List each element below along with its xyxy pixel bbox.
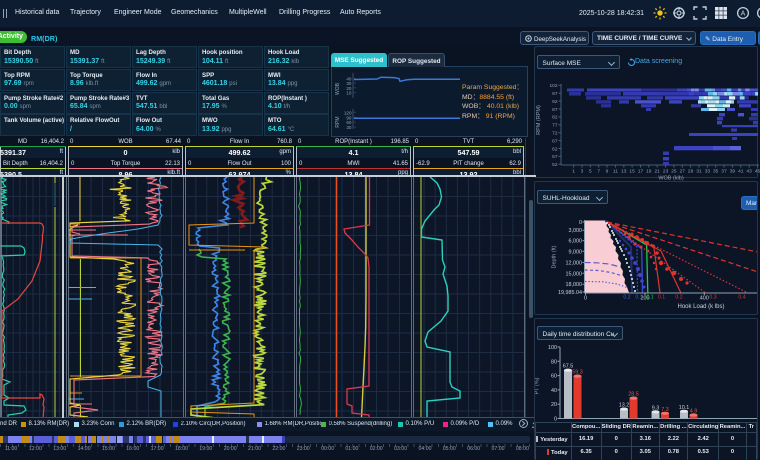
svg-text:0: 0 — [554, 417, 557, 423]
svg-text:23: 23 — [663, 169, 669, 175]
svg-text:9,000: 9,000 — [569, 249, 583, 255]
svg-text:0.: 0. — [757, 295, 758, 301]
svg-text:29: 29 — [688, 169, 694, 175]
svg-text:1: 1 — [572, 169, 575, 175]
svg-text:WOB (klb): WOB (klb) — [658, 176, 684, 182]
svg-text:5: 5 — [589, 169, 592, 175]
svg-text:RPM: RPM — [335, 116, 341, 127]
svg-text:0.2: 0.2 — [675, 295, 682, 301]
svg-text:31: 31 — [696, 169, 702, 175]
svg-text:7.3: 7.3 — [661, 407, 669, 413]
svg-text:13: 13 — [621, 169, 627, 175]
svg-text:7: 7 — [597, 169, 600, 175]
svg-text:40: 40 — [346, 77, 352, 82]
svg-text:87: 87 — [552, 107, 558, 113]
svg-text:18,000: 18,000 — [566, 282, 583, 288]
svg-text:102: 102 — [549, 83, 557, 89]
svg-text:57: 57 — [552, 154, 558, 160]
svg-text:39: 39 — [730, 169, 736, 175]
svg-text:60: 60 — [346, 120, 352, 125]
svg-text:WOB: WOB — [335, 82, 341, 95]
svg-text:62: 62 — [552, 146, 558, 152]
svg-text:25: 25 — [671, 169, 677, 175]
svg-text:27: 27 — [680, 169, 686, 175]
svg-text:35: 35 — [713, 169, 719, 175]
svg-text:97: 97 — [552, 91, 558, 97]
svg-text:0: 0 — [579, 220, 582, 226]
svg-text:45: 45 — [755, 169, 760, 175]
svg-text:30: 30 — [346, 81, 352, 86]
svg-text:12,000: 12,000 — [566, 261, 583, 267]
svg-text:41: 41 — [738, 169, 744, 175]
svg-text:0.1: 0.1 — [646, 295, 653, 301]
svg-text:52: 52 — [552, 162, 558, 168]
svg-text:30: 30 — [346, 125, 352, 130]
svg-text:17: 17 — [638, 169, 644, 175]
svg-text:10.1: 10.1 — [679, 405, 690, 411]
svg-text:13.2: 13.2 — [619, 403, 630, 409]
svg-text:9.3: 9.3 — [652, 405, 660, 411]
svg-text:92: 92 — [552, 99, 558, 105]
svg-text:0.3: 0.3 — [709, 295, 716, 301]
svg-text:80: 80 — [551, 359, 557, 365]
svg-text:60: 60 — [551, 374, 557, 380]
svg-text:19: 19 — [646, 169, 652, 175]
svg-text:0.1: 0.1 — [635, 295, 642, 301]
svg-text:0.1: 0.1 — [658, 295, 665, 301]
svg-text:4.9: 4.9 — [690, 409, 698, 415]
svg-text:20: 20 — [346, 86, 352, 91]
svg-text:37: 37 — [721, 169, 727, 175]
svg-text:43: 43 — [747, 169, 753, 175]
svg-text:19,985.04: 19,985.04 — [558, 290, 582, 296]
svg-text:72: 72 — [552, 131, 558, 137]
svg-text:0.4: 0.4 — [738, 295, 745, 301]
svg-text:120: 120 — [344, 110, 352, 115]
svg-text:40: 40 — [551, 388, 557, 394]
svg-text:21: 21 — [655, 169, 661, 175]
svg-text:20: 20 — [551, 402, 557, 408]
svg-text:400: 400 — [700, 296, 709, 302]
svg-text:90: 90 — [346, 115, 352, 120]
svg-text:3: 3 — [581, 169, 584, 175]
svg-text:9: 9 — [606, 169, 609, 175]
svg-text:0.2: 0.2 — [623, 295, 630, 301]
svg-text:Hook Load (k lbs): Hook Load (k lbs) — [677, 304, 724, 310]
svg-text:A: A — [741, 11, 746, 18]
svg-text:100: 100 — [548, 345, 557, 351]
svg-text:33: 33 — [705, 169, 711, 175]
svg-text:67: 67 — [552, 138, 558, 144]
svg-text:3,000: 3,000 — [569, 228, 583, 234]
svg-text:6,000: 6,000 — [569, 239, 583, 245]
svg-text:67.5: 67.5 — [563, 364, 574, 370]
svg-text:77: 77 — [552, 123, 558, 129]
svg-text:15: 15 — [629, 169, 635, 175]
svg-text:200: 200 — [641, 296, 650, 302]
svg-text:0: 0 — [584, 296, 587, 302]
svg-text:28.5: 28.5 — [628, 392, 639, 398]
svg-text:82: 82 — [552, 115, 558, 121]
svg-text:11: 11 — [613, 169, 618, 175]
svg-text:15,000: 15,000 — [566, 271, 583, 277]
svg-text:10: 10 — [346, 91, 352, 96]
svg-text:59.3: 59.3 — [572, 370, 583, 376]
